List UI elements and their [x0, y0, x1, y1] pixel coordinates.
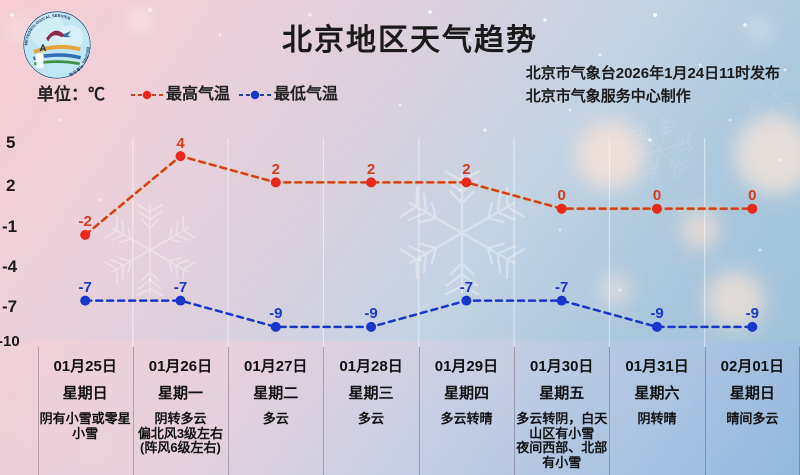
svg-text:-9: -9	[364, 305, 377, 322]
svg-text:-2: -2	[79, 213, 92, 230]
svg-text:-9: -9	[650, 305, 663, 322]
svg-text:-9: -9	[746, 305, 759, 322]
svg-text:-7: -7	[460, 279, 473, 296]
svg-text:4: 4	[176, 135, 185, 152]
svg-text:5: 5	[6, 133, 15, 152]
svg-text:2: 2	[272, 161, 280, 178]
svg-text:-9: -9	[269, 305, 282, 322]
svg-text:2: 2	[367, 161, 375, 178]
svg-text:0: 0	[748, 187, 756, 204]
svg-text:2: 2	[6, 176, 15, 195]
svg-text:2: 2	[462, 161, 470, 178]
svg-text:-7: -7	[555, 279, 568, 296]
svg-text:-7: -7	[2, 297, 17, 316]
svg-text:-7: -7	[79, 279, 92, 296]
svg-text:0: 0	[653, 187, 661, 204]
svg-text:-4: -4	[2, 257, 18, 276]
svg-text:-10: -10	[0, 333, 20, 350]
svg-text:0: 0	[558, 187, 566, 204]
svg-text:-1: -1	[2, 217, 17, 236]
svg-text:-7: -7	[174, 279, 187, 296]
